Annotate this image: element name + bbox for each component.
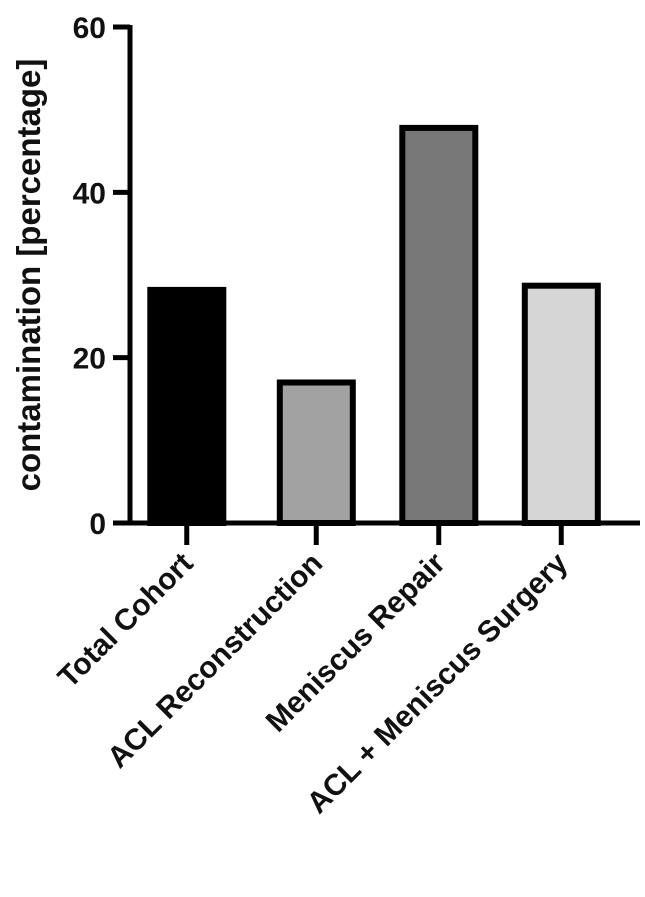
x-category-label: ACL Reconstruction: [101, 547, 329, 775]
bar-acl-meniscus-surgery: [521, 282, 601, 527]
bar-meniscus-repair: [399, 124, 479, 527]
x-category-label: ACL + Meniscus Surgery: [301, 546, 575, 820]
bars-group: [147, 124, 601, 527]
y-tick-label: 60: [73, 12, 106, 45]
y-tick-label: 0: [89, 508, 106, 541]
bar-acl-reconstruction: [276, 379, 356, 526]
y-tick-label: 20: [73, 343, 106, 376]
x-category-label: Total Cohort: [52, 547, 200, 695]
y-axis-title: contamination [percentage]: [10, 59, 47, 492]
y-tick-label: 40: [73, 177, 106, 210]
bar-total-cohort: [147, 286, 227, 526]
axes-group: [127, 25, 640, 526]
y-ticks-group: 0 20 40 60: [73, 12, 130, 541]
